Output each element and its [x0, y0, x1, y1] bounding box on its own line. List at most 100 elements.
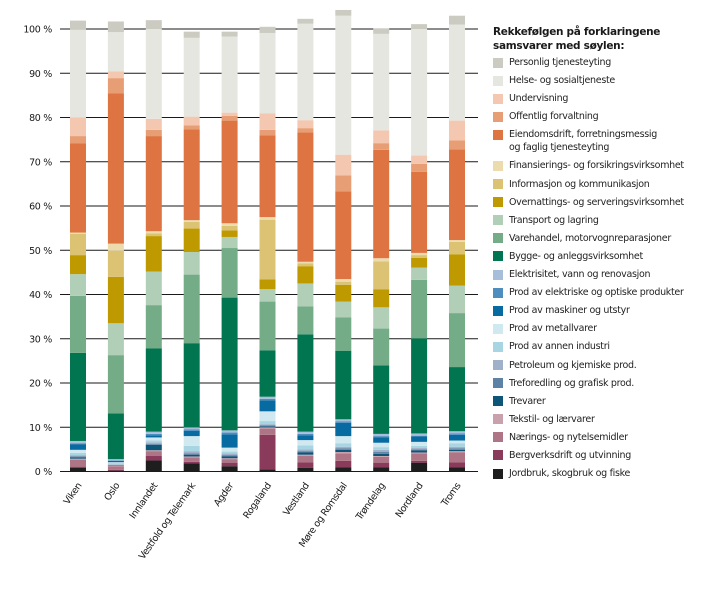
bar-segment [449, 448, 465, 450]
legend-item: Transport og lagring [493, 214, 719, 227]
bar-segment [221, 31, 238, 37]
bar-segment [373, 261, 390, 290]
bar-segment [70, 274, 86, 296]
legend-swatch [493, 432, 503, 443]
bar-segment [449, 367, 465, 432]
bar-segment [145, 231, 162, 234]
legend-label: Transport og lagring [509, 214, 599, 226]
bar-segment [449, 241, 465, 255]
bar-segment [297, 451, 314, 453]
bar-segment [259, 279, 276, 290]
legend-swatch [493, 468, 503, 479]
legend-swatch [493, 251, 503, 262]
bar-stack [335, 9, 352, 472]
bar-segment [411, 267, 428, 280]
bar-segment [335, 15, 352, 155]
legend-label: Offentlig forvaltning [509, 111, 599, 123]
legend-label: Prod av elektriske og optiske produkter [509, 287, 684, 299]
legend-item: Tekstil- og lærvarer [493, 413, 719, 426]
bar-segment [373, 143, 390, 150]
bar-segment [70, 458, 86, 460]
bar-segment [373, 365, 390, 434]
bar-segment [449, 313, 465, 368]
legend-label: Undervisning [509, 93, 569, 105]
bar-segment [297, 261, 314, 264]
bar-segment [107, 93, 124, 244]
bar-segment [145, 20, 162, 29]
bar-segment [411, 450, 428, 453]
bar-segment [183, 228, 200, 253]
legend-swatch [493, 341, 503, 352]
bar-segment [373, 328, 390, 366]
y-tick-label: 10 % [29, 423, 52, 434]
legend-items: Personlig tjenesteyting Helse- og sosialt… [493, 56, 719, 480]
bar-segment [107, 469, 124, 471]
bar-segment [449, 285, 465, 314]
bar-segment [259, 396, 276, 399]
bar-segment [335, 467, 352, 472]
bar-segment [373, 433, 390, 437]
bar-segment [297, 266, 314, 284]
bar-segment [145, 271, 162, 306]
legend-label: Elektrisitet, vann og renovasjon [509, 269, 651, 281]
legend-label: Personlig tjenesteyting [509, 57, 611, 68]
bar-segment [259, 350, 276, 397]
bar-segment [297, 445, 314, 450]
legend-swatch [493, 160, 503, 171]
bar-segment [259, 289, 276, 302]
bar-segment [145, 233, 162, 237]
legend-label: Tekstil- og lærvarer [509, 413, 595, 425]
bar-segment [145, 431, 162, 434]
bar-segment [297, 120, 314, 129]
legend-swatch [493, 93, 503, 104]
bar-segment [297, 462, 314, 468]
x-tick-label: Troms [439, 481, 464, 510]
bar-segment [335, 154, 352, 176]
bar-segment [70, 352, 86, 441]
bar-segment [449, 254, 465, 286]
y-tick-label: 0 % [35, 467, 52, 478]
bar-segment [335, 175, 352, 192]
bar-segment [373, 149, 390, 259]
bar-segment [297, 128, 314, 133]
bar-stack [259, 26, 276, 472]
bar-segment [183, 454, 200, 457]
bar-segment [411, 252, 428, 256]
legend-label: Eiendomsdrift, forretningsmessig og fagl… [509, 129, 657, 154]
bar-segment [70, 255, 86, 275]
bar-segment [449, 451, 465, 453]
y-tick-label: 60 % [29, 202, 52, 213]
bar-segment [449, 240, 465, 242]
legend-swatch [493, 75, 503, 86]
legend-label: Overnattings- og serveringsvirksomhet [509, 196, 684, 208]
bar-segment [145, 29, 162, 119]
bar-segment [373, 449, 390, 453]
bar-segment [183, 31, 200, 38]
bar-segment [335, 446, 352, 449]
legend-label: Nærings- og nytelsemidler [509, 431, 628, 443]
bar-segment [411, 24, 428, 29]
y-tick-label: 20 % [29, 379, 52, 390]
legend-swatch [493, 396, 503, 407]
bar-segment [107, 250, 124, 277]
bar-stack [449, 15, 465, 472]
bar-segment [221, 458, 238, 460]
bar-segment [449, 462, 465, 468]
legend-swatch [493, 287, 503, 298]
bar-segment [373, 130, 390, 144]
legend-swatch [493, 323, 503, 334]
bar-segment [373, 456, 390, 457]
bar-segment [70, 452, 86, 456]
bar-segment [259, 424, 276, 426]
legend-item: Petroleum og kjemiske prod. [493, 359, 719, 372]
bar-segment [449, 434, 465, 441]
legend-item: Prod av elektriske og optiske produkter [493, 286, 719, 299]
bar-segment [221, 456, 238, 459]
bar-segment [183, 427, 200, 430]
bar-segment [70, 457, 86, 459]
bar-segment [107, 355, 124, 414]
bar-segment [259, 301, 276, 351]
bar-segment [449, 120, 465, 141]
legend-item: Overnattings- og serveringsvirksomhet [493, 196, 719, 209]
bar-segment [107, 323, 124, 356]
